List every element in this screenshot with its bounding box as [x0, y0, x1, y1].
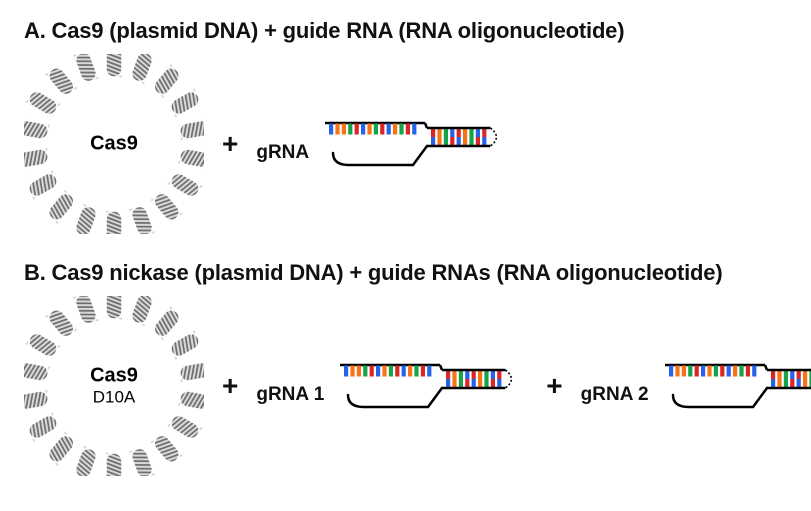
plasmid-b: Cas9 D10A [24, 296, 204, 476]
grna-icon [338, 351, 528, 421]
grna-b1-block: gRNA 1 [256, 351, 528, 421]
panel-b-row: Cas9 D10A + gRNA 1 + gRNA 2 [24, 296, 787, 476]
plus-a: + [222, 128, 238, 160]
grna-icon [323, 109, 513, 179]
grna-icon [663, 351, 811, 421]
plasmid-b-label-l1: Cas9 [90, 365, 138, 388]
grna-b2-label: gRNA 2 [581, 366, 649, 406]
plasmid-b-label: Cas9 D10A [90, 365, 138, 408]
panel-a-title: A. Cas9 (plasmid DNA) + guide RNA (RNA o… [24, 18, 787, 44]
grna-a-block: gRNA [256, 109, 513, 179]
grna-b2-block: gRNA 2 [581, 351, 811, 421]
panel-a-row: Cas9 + gRNA [24, 54, 787, 234]
plasmid-b-label-l2: D10A [90, 388, 138, 408]
grna-b1-label: gRNA 1 [256, 366, 324, 406]
grna-a-label: gRNA [256, 124, 309, 164]
plus-b1: + [222, 370, 238, 402]
plus-b2: + [546, 370, 562, 402]
plasmid-a-label-l1: Cas9 [90, 133, 138, 156]
plasmid-a-label: Cas9 [90, 133, 138, 156]
plasmid-a: Cas9 [24, 54, 204, 234]
panel-b-title: B. Cas9 nickase (plasmid DNA) + guide RN… [24, 260, 787, 286]
